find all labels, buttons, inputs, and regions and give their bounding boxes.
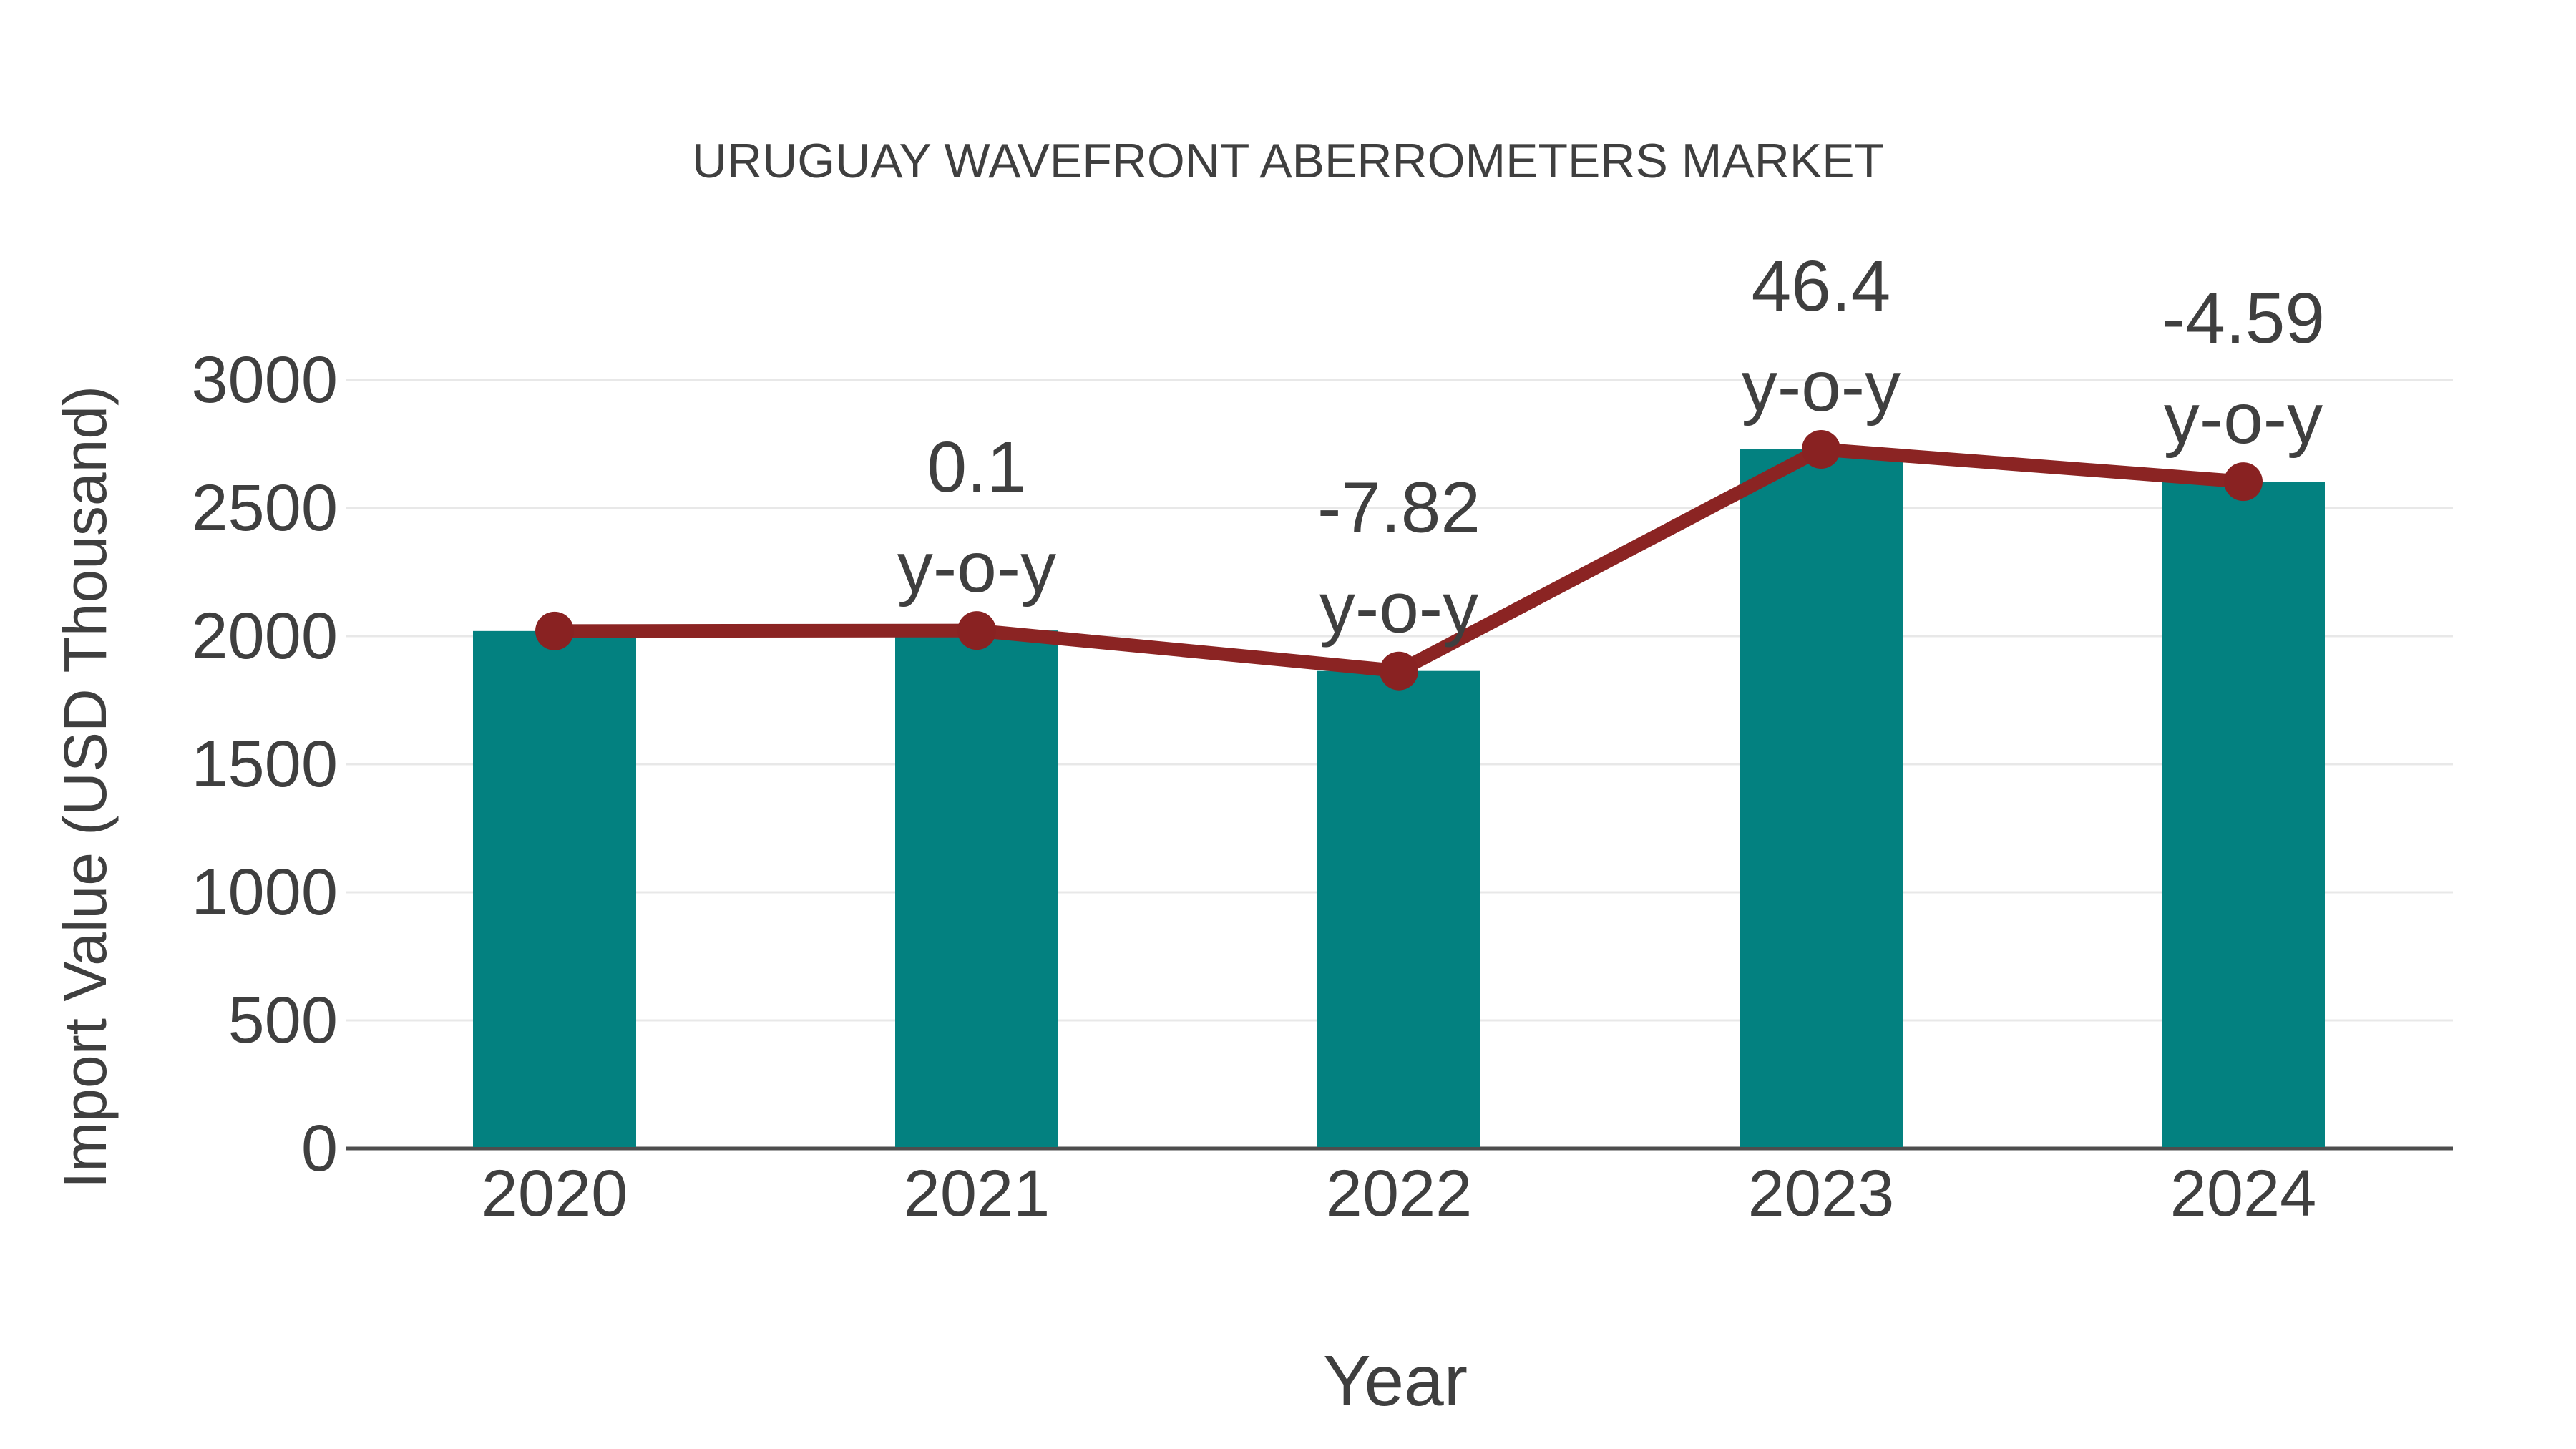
data-point-marker-2024 <box>2224 462 2263 502</box>
data-point-marker-2023 <box>1802 430 1840 469</box>
chart-title: URUGUAY WAVEFRONT ABERROMETERS MARKET <box>692 134 1884 188</box>
y-tick-label: 2000 <box>191 600 338 673</box>
y-tick-label: 1000 <box>191 856 338 929</box>
bar-2022 <box>1317 670 1480 1147</box>
annotations-group: 0.1 y-o-y -7.82 y-o-y 46.4 y-o-y -4.59 y-o-y <box>897 246 2325 648</box>
x-tick-label: 2023 <box>1748 1157 1895 1230</box>
annotation-suffix-2022: y-o-y <box>1319 568 1478 648</box>
bar-2021 <box>895 630 1058 1147</box>
annotation-suffix-2024: y-o-y <box>2164 379 2323 459</box>
annotation-value-2021: 0.1 <box>927 427 1026 507</box>
bars-group <box>473 449 2325 1147</box>
x-tick-labels-group: 2020 2021 2022 2023 2024 <box>482 1157 2317 1230</box>
y-tick-labels-group: 0 500 1000 1500 2000 2500 3000 <box>191 343 338 1185</box>
x-tick-label: 2022 <box>1326 1157 1473 1230</box>
bar-2020 <box>473 630 636 1147</box>
trend-line-group <box>535 430 2263 691</box>
y-axis-title: Import Value (USD Thousand) <box>52 386 119 1189</box>
y-tick-label: 500 <box>228 984 338 1057</box>
x-axis-title: Year <box>1323 1341 1468 1421</box>
annotation-value-2024: -4.59 <box>2162 278 2325 358</box>
annotation-value-2022: -7.82 <box>1317 468 1480 548</box>
y-tick-label: 1500 <box>191 728 338 801</box>
x-tick-label: 2024 <box>2170 1157 2317 1230</box>
bar-2024 <box>2162 482 2325 1147</box>
x-tick-label: 2020 <box>482 1157 628 1230</box>
annotation-value-2023: 46.4 <box>1752 246 1891 326</box>
y-tick-label: 2500 <box>191 472 338 545</box>
annotation-suffix-2023: y-o-y <box>1742 346 1901 426</box>
data-point-marker-2022 <box>1380 651 1418 691</box>
y-tick-label: 3000 <box>191 343 338 416</box>
data-point-marker-2021 <box>957 611 996 650</box>
bar-2023 <box>1740 449 1903 1147</box>
data-point-marker-2020 <box>535 611 574 650</box>
y-tick-label: 0 <box>301 1112 338 1185</box>
x-tick-label: 2021 <box>904 1157 1050 1230</box>
annotation-suffix-2021: y-o-y <box>897 527 1056 608</box>
